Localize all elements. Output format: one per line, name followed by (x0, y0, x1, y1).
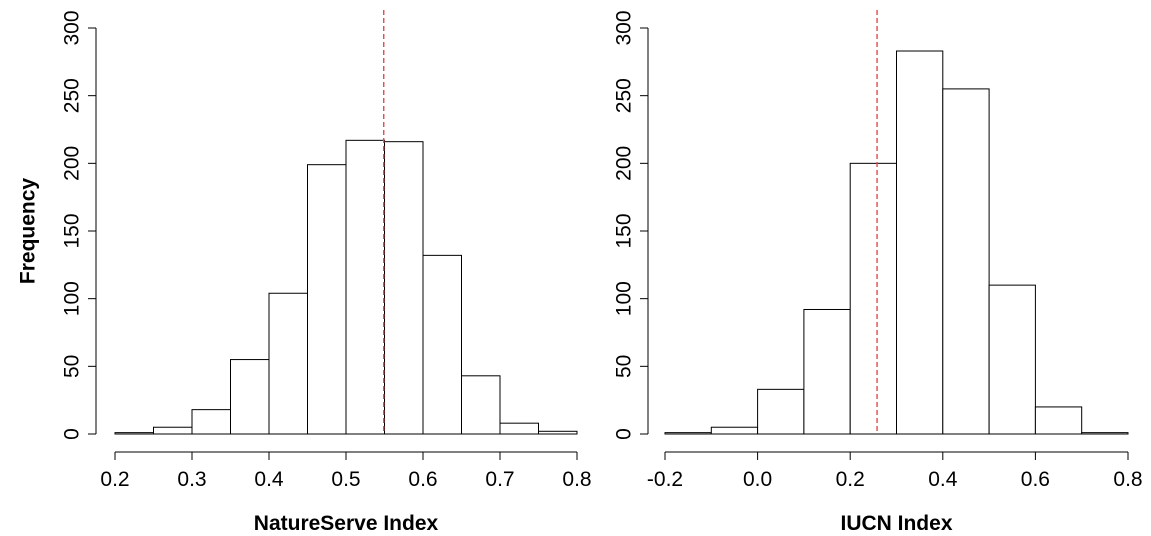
iucn-bar-2 (757, 388, 805, 435)
iucn-bar-0 (664, 432, 712, 435)
iucn-x-tick-label-5: 0.8 (1113, 468, 1142, 491)
natureserve-x-tick-label-0: 0.2 (100, 468, 129, 491)
iucn-bar-8 (1034, 406, 1083, 435)
natureserve-y-tick-label-1: 50 (61, 355, 84, 378)
natureserve-bar-9 (461, 375, 501, 435)
iucn-x-tick-label-4: 0.6 (1021, 468, 1050, 491)
iucn-bar-3 (803, 308, 851, 435)
iucn-bar-4 (849, 162, 898, 435)
natureserve-bar-4 (268, 292, 308, 435)
iucn-x-tick-label-2: 0.2 (836, 468, 865, 491)
natureserve-x-tick-label-3: 0.5 (331, 468, 360, 491)
natureserve-x-tick-label-2: 0.4 (254, 468, 284, 491)
natureserve-y-tick-label-2: 100 (61, 281, 84, 316)
iucn-y-tick-label-5: 250 (613, 78, 636, 113)
natureserve-x-tick-label-1: 0.3 (177, 468, 206, 491)
natureserve-bar-6 (345, 139, 385, 435)
natureserve-bar-2 (191, 409, 231, 435)
natureserve-y-tick-label-5: 250 (61, 78, 84, 113)
iucn-bar-7 (988, 284, 1036, 435)
iucn-x-tick-label-0: -0.2 (647, 468, 683, 491)
natureserve-bar-10 (499, 422, 539, 435)
natureserve-y-tick-label-3: 150 (61, 213, 84, 248)
iucn-x-tick-label-3: 0.4 (928, 468, 958, 491)
iucn-y-tick-label-4: 200 (613, 146, 636, 181)
natureserve-x-tick-label-5: 0.7 (485, 468, 514, 491)
iucn-x-axis-title: IUCN Index (840, 512, 952, 535)
iucn-y-tick-label-3: 150 (613, 213, 636, 248)
iucn-y-tick-label-6: 300 (613, 10, 636, 45)
iucn-bar-1 (710, 426, 759, 435)
natureserve-x-tick-label-6: 0.8 (562, 468, 591, 491)
natureserve-histogram-panel: 0.2 0.3 0.4 0.5 0.6 0.7 0.8 0 50 100 150 200 250 300 N… (17, 10, 592, 535)
natureserve-bar-0 (114, 432, 154, 435)
iucn-y-tick-label-0: 0 (613, 428, 636, 440)
natureserve-bar-1 (153, 426, 193, 435)
iucn-bar-9 (1081, 432, 1129, 435)
iucn-bar-5 (896, 50, 944, 435)
iucn-x-tick-label-1: 0.0 (743, 468, 772, 491)
natureserve-y-tick-label-0: 0 (61, 428, 84, 440)
natureserve-y-tick-label-6: 300 (61, 10, 84, 45)
natureserve-bar-11 (538, 430, 578, 435)
iucn-histogram-panel: -0.2 0.0 0.2 0.4 0.6 0.8 0 50 100 150 200 250 300 IUC… (613, 10, 1143, 535)
natureserve-y-axis-title: Frequency (17, 178, 40, 285)
iucn-y-tick-label-1: 50 (613, 355, 636, 378)
natureserve-bar-5 (307, 164, 347, 435)
natureserve-bar-7 (384, 141, 424, 435)
natureserve-x-tick-label-4: 0.6 (408, 468, 437, 491)
iucn-bar-6 (942, 88, 990, 435)
iucn-y-tick-label-2: 100 (613, 281, 636, 316)
natureserve-y-tick-label-4: 200 (61, 146, 84, 181)
natureserve-x-axis-title: NatureServe Index (254, 512, 439, 535)
natureserve-bar-3 (230, 359, 270, 435)
natureserve-bar-8 (422, 254, 462, 435)
